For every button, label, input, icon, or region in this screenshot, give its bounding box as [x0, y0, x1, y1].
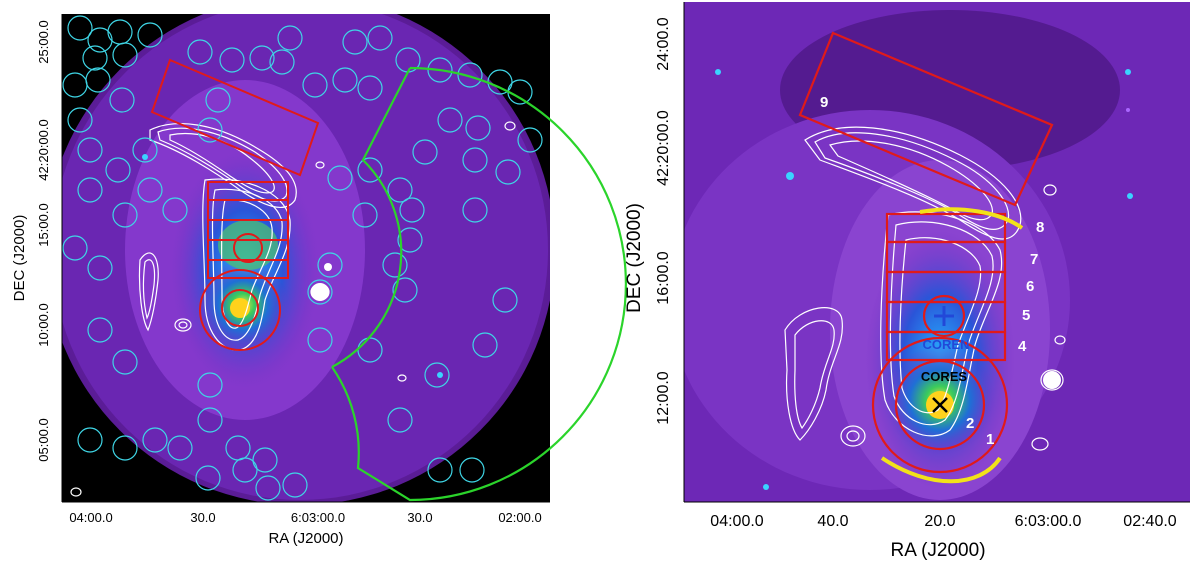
right-x-tick-labels: 04:00.0 40.0 20.0 6:03:00.0 02:40.0 [710, 513, 1176, 530]
right-x-tick: 40.0 [817, 513, 848, 530]
right-y-tick: 24:00.0 [655, 17, 672, 70]
left-green-sector-inner [331, 67, 411, 368]
left-red-regions [150, 58, 320, 351]
right-xray-image [684, 2, 1190, 502]
left-axis-frame [61, 14, 550, 503]
right-y-tick: 42:20:00.0 [655, 110, 672, 186]
left-y-tick: 15:00.0 [36, 203, 51, 246]
region-label-7: 7 [1030, 251, 1038, 268]
region-label-5: 5 [1022, 307, 1030, 324]
coren-label: COREN [923, 337, 970, 352]
right-x-axis-title: RA (J2000) [890, 540, 985, 561]
left-y-tick: 10:00.0 [36, 303, 51, 346]
left-y-tick-labels: 25:00.0 42:20:00.0 15:00.0 10:00.0 05:00… [36, 20, 51, 461]
region-label-1: 1 [986, 431, 994, 448]
right-y-tick: 16:00.0 [655, 251, 672, 304]
left-y-tick: 42:20:00.0 [36, 119, 51, 180]
region-label-2: 2 [966, 415, 974, 432]
left-y-tick: 05:00.0 [36, 418, 51, 461]
right-red-regions [798, 31, 1054, 474]
coren-plus-marker [934, 306, 954, 326]
right-yellow-arc-south [880, 456, 1002, 484]
region-label-8: 8 [1036, 219, 1044, 236]
cores-label: CORES [921, 369, 968, 384]
left-x-tick: 02:00.0 [498, 510, 541, 525]
left-y-tick: 25:00.0 [36, 20, 51, 63]
region-label-9: 9 [820, 94, 828, 111]
left-x-tick-labels: 04:00.0 30.0 6:03:00.0 30.0 02:00.0 [69, 510, 541, 525]
right-y-tick-labels: 24:00.0 42:20:00.0 16:00.0 12:00.0 [655, 17, 672, 424]
left-x-axis-title: RA (J2000) [268, 530, 343, 547]
left-xray-image [62, 14, 550, 502]
right-panel: COREN CORES 1 2 4 5 6 7 8 9 04:00.0 40.0… [624, 2, 1190, 561]
right-y-axis-title: DEC (J2000) [624, 203, 645, 313]
right-x-tick: 04:00.0 [710, 513, 763, 530]
left-x-tick: 30.0 [190, 510, 215, 525]
left-x-tick: 6:03:00.0 [291, 510, 345, 525]
right-x-tick: 02:40.0 [1123, 513, 1176, 530]
region-label-6: 6 [1026, 278, 1034, 295]
right-axis-frame [683, 2, 1190, 503]
right-x-tick: 6:03:00.0 [1015, 513, 1082, 530]
right-x-tick: 20.0 [924, 513, 955, 530]
left-contours [70, 121, 516, 497]
left-y-axis-title: DEC (J2000) [11, 215, 28, 302]
right-y-tick: 12:00.0 [655, 371, 672, 424]
left-x-tick: 30.0 [407, 510, 432, 525]
left-x-tick: 04:00.0 [69, 510, 112, 525]
region-label-4: 4 [1018, 338, 1027, 355]
cores-cross-marker [932, 397, 948, 413]
left-panel: 04:00.0 30.0 6:03:00.0 30.0 02:00.0 RA (… [11, 14, 628, 547]
right-yellow-arc-north [919, 207, 1024, 230]
region-labels: 1 2 4 5 6 7 8 9 [820, 94, 1044, 448]
left-green-sector [331, 66, 628, 502]
